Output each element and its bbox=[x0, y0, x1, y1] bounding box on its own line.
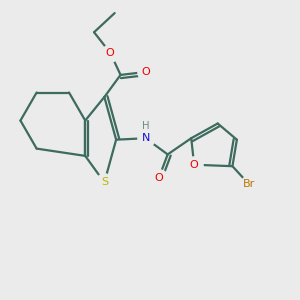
Text: H: H bbox=[142, 121, 149, 131]
Text: S: S bbox=[101, 177, 108, 188]
Text: Br: Br bbox=[242, 179, 255, 189]
Text: O: O bbox=[106, 48, 115, 58]
Text: O: O bbox=[154, 173, 163, 183]
Text: O: O bbox=[190, 160, 199, 170]
Text: O: O bbox=[141, 67, 150, 77]
Text: N: N bbox=[141, 133, 150, 143]
